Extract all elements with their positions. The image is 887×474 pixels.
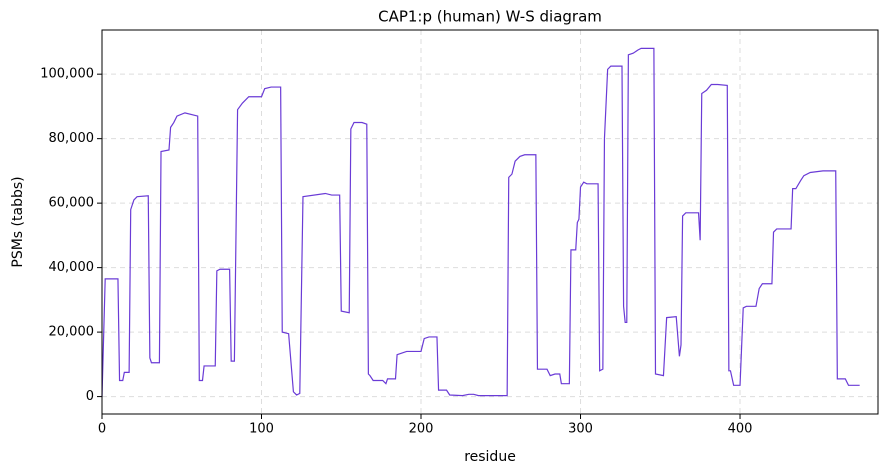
x-tick-label: 0 [98,422,106,437]
data-line [101,47,860,397]
x-tick-label: 400 [728,422,753,437]
y-tick-label: 20,000 [49,325,95,340]
x-tick-label: 100 [249,422,274,437]
y-tick-label: 80,000 [49,131,95,146]
x-axis-label: residue [464,449,516,465]
x-tick-label: 300 [568,422,593,437]
y-tick-label: 40,000 [49,260,95,275]
plot-frame [101,29,879,415]
y-tick-label: 100,000 [40,67,94,82]
y-axis-label: PSMs (tabbs) [10,176,26,267]
y-tick-label: 0 [86,389,94,404]
x-tick-label: 200 [409,422,434,437]
y-tick-label: 60,000 [49,196,95,211]
chart-title: CAP1:p (human) W-S diagram [378,8,602,26]
